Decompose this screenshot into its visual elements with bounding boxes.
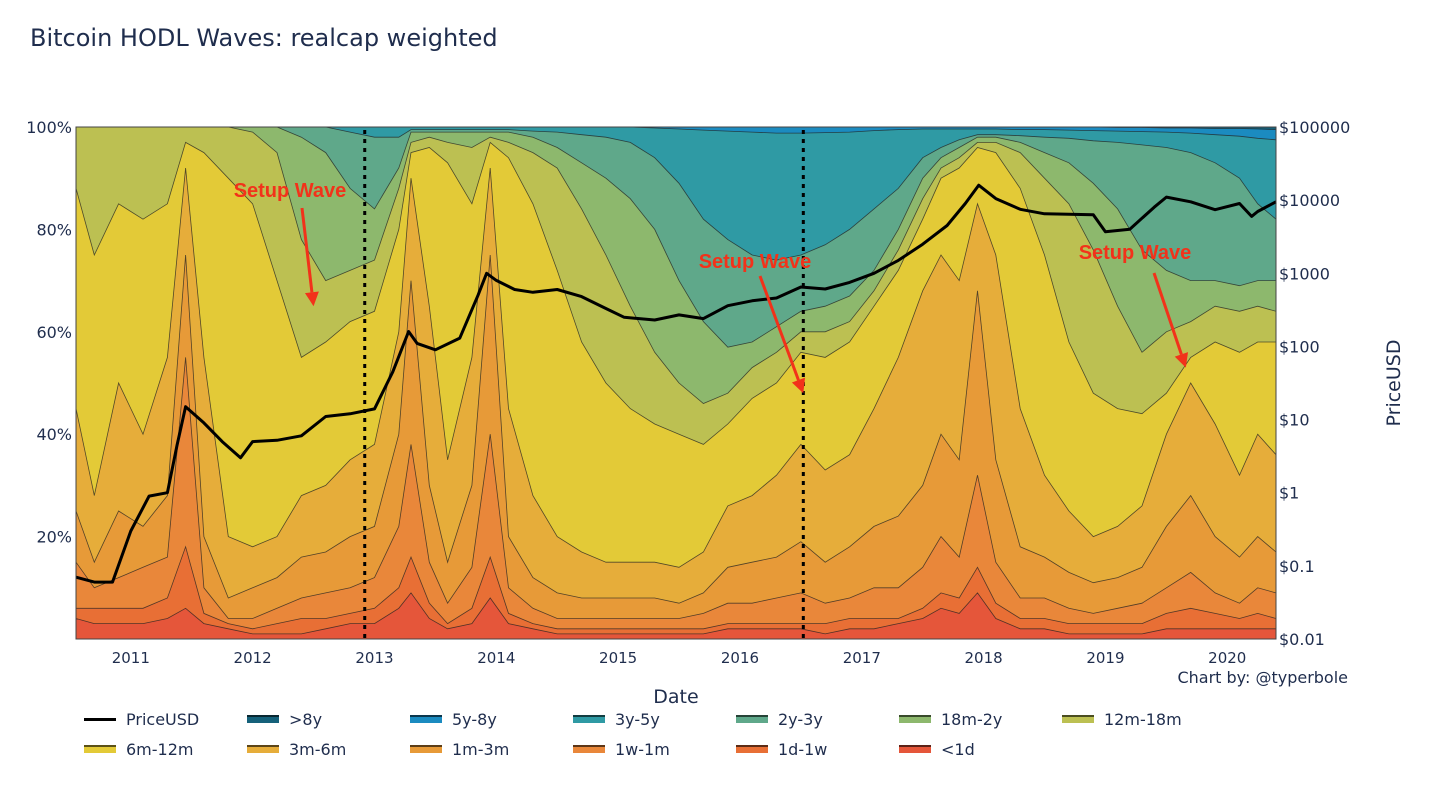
y-right-tick-label: $0.01 <box>1279 630 1325 649</box>
legend-item[interactable]: 1w-1m <box>573 740 736 759</box>
legend-color-swatch <box>410 745 442 753</box>
legend-label: 1d-1w <box>778 739 828 759</box>
legend-item[interactable]: >8y <box>247 710 410 729</box>
y-right-tick-label: $10000 <box>1279 191 1340 210</box>
x-tick-label: 2018 <box>965 649 1003 667</box>
x-tick-label: 2015 <box>599 649 637 667</box>
legend-color-swatch <box>736 745 768 753</box>
legend-color-swatch <box>247 745 279 753</box>
y-right-axis: $0.01 $0.1 $1 $10 $100 $1000 $10000 $100000 <box>1279 118 1350 649</box>
setup-wave-arrow <box>758 275 800 381</box>
legend: PriceUSD >8y 5y-8y 3y-5y 2y-3y 18m-2y 12m-18m 6… <box>84 704 1284 764</box>
legend-color-swatch <box>1062 715 1094 723</box>
legend-label: 1m-3m <box>452 739 510 759</box>
x-tick-label: 2017 <box>843 649 881 667</box>
x-tick-label: 2011 <box>112 649 150 667</box>
legend-item[interactable]: 5y-8y <box>410 710 573 729</box>
plot-frame <box>75 126 1277 640</box>
y-right-tick-label: $100000 <box>1279 118 1350 137</box>
y-right-tick-label: $1000 <box>1279 264 1330 283</box>
setup-wave-arrowhead <box>791 377 806 394</box>
setup-wave-arrow <box>300 207 314 293</box>
x-axis-title: Date <box>653 686 698 708</box>
setup-wave-arrowhead <box>1174 352 1189 368</box>
legend-label: <1d <box>941 739 975 759</box>
legend-item[interactable]: 2y-3y <box>736 710 899 729</box>
legend-label: 12m-18m <box>1104 709 1182 729</box>
x-tick-label: 2016 <box>721 649 759 667</box>
legend-row: 6m-12m 3m-6m 1m-3m 1w-1m 1d-1w <1d <box>84 734 1284 764</box>
y-left-tick-label: 40% <box>36 425 72 444</box>
annotations: Setup Wave Setup Wave Setup Wave <box>234 180 1192 394</box>
legend-color-swatch <box>573 715 605 723</box>
y-left-tick-label: 20% <box>36 528 72 547</box>
legend-label: 5y-8y <box>452 709 497 729</box>
y-left-tick-label: 100% <box>26 118 72 137</box>
legend-item[interactable]: 1m-3m <box>410 740 573 759</box>
legend-label: 3y-5y <box>615 709 660 729</box>
legend-item[interactable]: 12m-18m <box>1062 710 1225 729</box>
legend-item[interactable]: PriceUSD <box>84 710 247 729</box>
setup-wave-arrowhead <box>304 291 319 307</box>
legend-item[interactable]: <1d <box>899 740 1062 759</box>
y-right-tick-label: $1 <box>1279 484 1299 503</box>
setup-wave-arrow <box>1152 272 1183 355</box>
legend-item[interactable]: 3m-6m <box>247 740 410 759</box>
legend-label: 3m-6m <box>289 739 347 759</box>
legend-color-swatch <box>736 715 768 723</box>
y-right-tick-label: $100 <box>1279 337 1320 356</box>
y-left-axis: 20% 40% 60% 80% 100% <box>26 118 72 547</box>
legend-item[interactable]: 1d-1w <box>736 740 899 759</box>
legend-item[interactable]: 18m-2y <box>899 710 1062 729</box>
x-tick-label: 2020 <box>1208 649 1246 667</box>
area-layers <box>75 126 1277 640</box>
legend-label: 2y-3y <box>778 709 823 729</box>
y-right-axis-title: PriceUSD <box>1383 340 1405 427</box>
price-line <box>75 183 1277 584</box>
legend-line-swatch <box>84 717 116 721</box>
legend-label: 1w-1m <box>615 739 670 759</box>
chart-title: Bitcoin HODL Waves: realcap weighted <box>30 24 498 52</box>
legend-color-swatch <box>84 745 116 753</box>
legend-label: 18m-2y <box>941 709 1003 729</box>
x-tick-label: 2012 <box>234 649 272 667</box>
x-axis: 2011 2012 2013 2014 2015 2016 2017 2018 2019 2020 <box>112 649 1247 667</box>
legend-color-swatch <box>573 745 605 753</box>
legend-color-swatch <box>410 715 442 723</box>
x-tick-label: 2019 <box>1086 649 1124 667</box>
y-right-tick-label: $10 <box>1279 411 1310 430</box>
setup-wave-label: Setup Wave <box>234 180 347 202</box>
price-line-group <box>75 183 1277 584</box>
legend-color-swatch <box>247 715 279 723</box>
legend-color-swatch <box>899 745 931 753</box>
chart-credit: Chart by: @typerbole <box>1177 668 1348 687</box>
x-tick-label: 2014 <box>477 649 515 667</box>
legend-label: 6m-12m <box>126 739 194 759</box>
setup-wave-label: Setup Wave <box>1079 242 1192 264</box>
y-left-tick-label: 80% <box>36 220 72 239</box>
legend-label: PriceUSD <box>126 709 200 729</box>
x-tick-label: 2013 <box>355 649 393 667</box>
legend-item[interactable]: 3y-5y <box>573 710 736 729</box>
y-right-tick-label: $0.1 <box>1279 557 1315 576</box>
legend-row: PriceUSD >8y 5y-8y 3y-5y 2y-3y 18m-2y 12m-18m <box>84 704 1284 734</box>
legend-label: >8y <box>289 709 323 729</box>
area-lt1d <box>75 592 1277 640</box>
legend-item[interactable]: 6m-12m <box>84 740 247 759</box>
area-1w-1m <box>75 357 1277 640</box>
legend-color-swatch <box>899 715 931 723</box>
setup-wave-label: Setup Wave <box>699 251 812 273</box>
y-left-tick-label: 60% <box>36 323 72 342</box>
